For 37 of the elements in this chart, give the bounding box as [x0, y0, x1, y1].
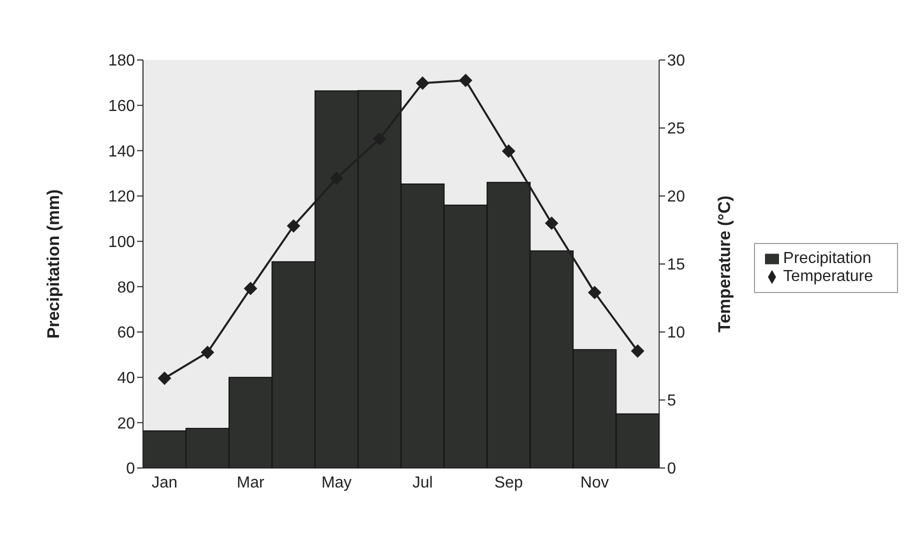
- point: [416, 76, 430, 90]
- y2-tick-label: 15: [667, 256, 686, 274]
- x-tick-label: May: [321, 474, 352, 492]
- y-axis-title: Precipitation (mm): [44, 189, 64, 339]
- point: [502, 144, 516, 158]
- point: [201, 346, 214, 359]
- point: [545, 216, 558, 230]
- y2-tick-label: 0: [667, 460, 676, 478]
- y-tick-label: 80: [117, 279, 136, 296]
- x-tick-label: Jul: [412, 474, 433, 492]
- y2-axis-title: Temperature (°C): [715, 196, 734, 332]
- x-tick-label: Nov: [580, 474, 609, 492]
- y-tick-label: 20: [117, 415, 136, 432]
- y-tick-label: 0: [126, 460, 136, 478]
- y-tick-label: 140: [108, 143, 136, 160]
- y2-tick-label: 30: [667, 52, 686, 70]
- point: [459, 74, 472, 87]
- y-tick-label: 100: [108, 234, 136, 252]
- y2-tick-label: 10: [667, 324, 686, 342]
- point: [158, 372, 172, 385]
- y2-tick-label: 5: [667, 392, 676, 410]
- point: [244, 282, 258, 295]
- x-tick-label: Sep: [494, 474, 523, 492]
- y2-tick-label: 25: [667, 120, 686, 138]
- y-tick-label: 160: [108, 98, 136, 116]
- y-tick-label: 40: [117, 370, 136, 388]
- point: [287, 219, 300, 232]
- y-tick-label: 120: [108, 188, 136, 206]
- x-tick-label: Mar: [236, 474, 265, 492]
- y-tick-label: 180: [108, 52, 136, 70]
- point: [588, 286, 602, 300]
- y2-tick-label: 20: [667, 188, 686, 206]
- legend-label: Precipitation: [783, 250, 872, 267]
- y-tick-label: 60: [117, 324, 136, 342]
- legend-label: Temperature: [783, 268, 873, 285]
- x-tick-label: Jan: [152, 474, 178, 492]
- point: [631, 344, 644, 358]
